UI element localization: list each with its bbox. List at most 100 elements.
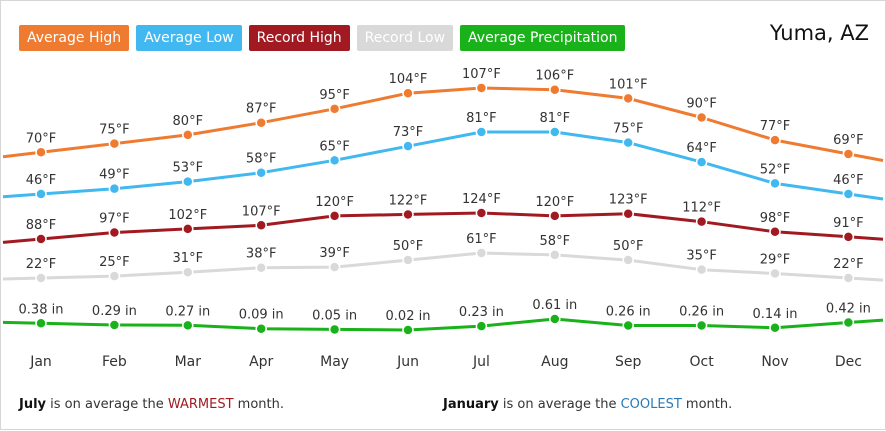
average-low-point[interactable] bbox=[35, 188, 47, 200]
average-high-point[interactable] bbox=[549, 83, 561, 96]
record-high-point[interactable] bbox=[549, 210, 561, 222]
average-high-point[interactable] bbox=[769, 134, 781, 146]
month-tick-label: Jan bbox=[29, 354, 52, 370]
average-high-point[interactable] bbox=[182, 129, 194, 141]
record-high-point[interactable] bbox=[108, 226, 121, 239]
record-high-point[interactable] bbox=[328, 210, 341, 222]
record-low-point[interactable] bbox=[35, 272, 47, 284]
average-high-point[interactable] bbox=[328, 103, 341, 115]
average-low-point[interactable] bbox=[108, 182, 121, 195]
record-low-point[interactable] bbox=[695, 263, 708, 276]
average-high-point[interactable] bbox=[255, 116, 267, 129]
average-low-data-label: 73°F bbox=[393, 125, 424, 140]
record-high-point[interactable] bbox=[475, 207, 488, 219]
average-high-data-label: 69°F bbox=[833, 133, 864, 148]
average-precipitation-data-label: 0.61 in bbox=[532, 298, 577, 313]
average-precipitation-point[interactable] bbox=[549, 313, 561, 325]
record-high-data-label: 97°F bbox=[99, 212, 130, 227]
average-low-line bbox=[2, 130, 884, 201]
average-precipitation-point[interactable] bbox=[769, 322, 781, 334]
average-high-data-label: 87°F bbox=[246, 102, 277, 117]
average-precipitation-point[interactable] bbox=[402, 324, 414, 336]
record-low-point[interactable] bbox=[328, 261, 341, 273]
legend-record-high-button[interactable]: Record High bbox=[248, 25, 350, 51]
average-precipitation-point[interactable] bbox=[182, 319, 194, 332]
record-high-point[interactable] bbox=[182, 223, 194, 235]
average-high-point[interactable] bbox=[108, 137, 121, 150]
record-low-point[interactable] bbox=[622, 254, 634, 266]
record-high-point[interactable] bbox=[35, 233, 47, 245]
average-precipitation-point[interactable] bbox=[328, 323, 341, 336]
average-low-data-label: 58°F bbox=[246, 152, 277, 167]
record-low-point[interactable] bbox=[402, 254, 414, 266]
average-high-data-label: 95°F bbox=[319, 88, 350, 103]
record-low-data-label: 22°F bbox=[26, 257, 57, 272]
average-low-point[interactable] bbox=[695, 156, 708, 168]
record-high-point[interactable] bbox=[255, 219, 267, 232]
record-high-point[interactable] bbox=[842, 231, 855, 243]
average-low-data-label: 49°F bbox=[99, 168, 130, 183]
average-high-point[interactable] bbox=[695, 111, 708, 124]
record-low-data-label: 31°F bbox=[173, 251, 204, 266]
record-low-point[interactable] bbox=[769, 267, 781, 280]
record-low-data-label: 50°F bbox=[613, 239, 644, 254]
average-precipitation-point[interactable] bbox=[695, 319, 708, 332]
average-low-point[interactable] bbox=[182, 175, 194, 188]
record-high-data-label: 122°F bbox=[389, 193, 428, 208]
coolest-word: COOLEST bbox=[620, 397, 682, 412]
average-precipitation-data-label: 0.14 in bbox=[753, 307, 798, 322]
record-high-point[interactable] bbox=[622, 207, 634, 220]
average-high-point[interactable] bbox=[35, 146, 47, 159]
average-precipitation-point[interactable] bbox=[622, 319, 634, 332]
month-tick-label: May bbox=[320, 354, 349, 370]
month-tick-label: Feb bbox=[102, 354, 127, 370]
record-high-data-label: 124°F bbox=[462, 192, 501, 207]
average-precipitation-point[interactable] bbox=[842, 316, 855, 329]
record-low-point[interactable] bbox=[108, 270, 121, 282]
record-high-point[interactable] bbox=[695, 215, 708, 228]
average-low-point[interactable] bbox=[622, 136, 634, 149]
average-low-data-label: 81°F bbox=[540, 111, 571, 126]
legend-average-precipitation-button[interactable]: Average Precipitation bbox=[460, 25, 626, 51]
average-high-data-label: 90°F bbox=[686, 97, 717, 112]
average-low-point[interactable] bbox=[475, 126, 488, 138]
average-precipitation-point[interactable] bbox=[35, 317, 47, 330]
average-high-point[interactable] bbox=[842, 148, 855, 160]
average-precipitation-data-label: 0.42 in bbox=[826, 302, 871, 317]
average-precipitation-point[interactable] bbox=[255, 322, 267, 335]
average-low-point[interactable] bbox=[328, 154, 341, 167]
record-high-point[interactable] bbox=[769, 226, 781, 238]
record-low-point[interactable] bbox=[475, 247, 488, 259]
legend-average-low-button[interactable]: Average Low bbox=[136, 25, 242, 51]
record-low-point[interactable] bbox=[182, 266, 194, 278]
average-low-point[interactable] bbox=[255, 166, 267, 179]
average-precipitation-point[interactable] bbox=[475, 320, 488, 332]
average-high-data-label: 70°F bbox=[26, 131, 57, 146]
average-low-point[interactable] bbox=[769, 177, 781, 190]
record-high-data-label: 107°F bbox=[242, 204, 281, 219]
average-high-point[interactable] bbox=[475, 82, 488, 94]
warmest-month: July bbox=[19, 397, 47, 412]
warmest-word: WARMEST bbox=[167, 397, 234, 412]
record-low-point[interactable] bbox=[549, 249, 561, 261]
average-low-point[interactable] bbox=[402, 140, 414, 152]
record-high-line bbox=[2, 211, 884, 244]
legend-record-low-button[interactable]: Record Low bbox=[356, 25, 454, 51]
average-precipitation-data-label: 0.26 in bbox=[679, 305, 724, 320]
average-low-point[interactable] bbox=[549, 126, 561, 138]
legend-average-high-button[interactable]: Average High bbox=[19, 25, 130, 51]
city-title: Yuma, AZ bbox=[769, 21, 869, 45]
record-low-data-label: 29°F bbox=[760, 253, 791, 268]
average-low-data-label: 46°F bbox=[833, 173, 864, 188]
average-precipitation-data-label: 0.26 in bbox=[606, 305, 651, 320]
record-high-point[interactable] bbox=[402, 208, 414, 221]
average-high-point[interactable] bbox=[622, 92, 634, 105]
average-precipitation-point[interactable] bbox=[108, 319, 121, 331]
record-low-point[interactable] bbox=[842, 272, 855, 284]
record-low-point[interactable] bbox=[255, 261, 267, 274]
month-tick-label: Jun bbox=[396, 354, 419, 370]
average-high-point[interactable] bbox=[402, 87, 414, 99]
average-high-data-label: 80°F bbox=[173, 114, 204, 129]
average-low-point[interactable] bbox=[842, 188, 855, 200]
